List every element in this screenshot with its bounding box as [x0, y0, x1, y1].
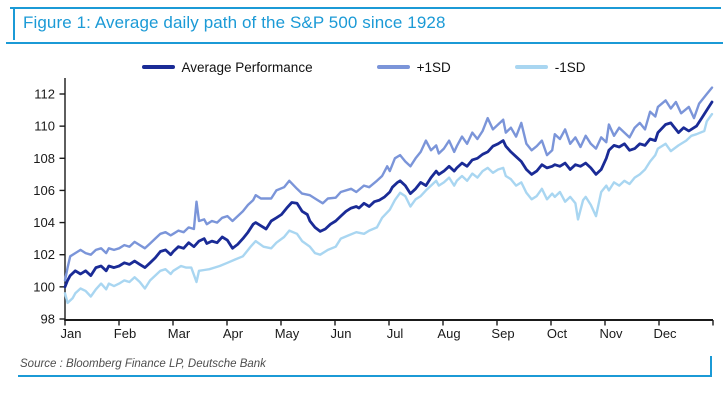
plus1sd-line-swatch [376, 65, 410, 69]
x-tick-label: Oct [547, 326, 568, 341]
series-line-minus1sd [63, 112, 714, 305]
footer-corner-rule [709, 356, 712, 377]
x-tick-label: Jul [387, 326, 404, 341]
x-tick-label: Jan [61, 326, 82, 341]
legend-label-plus1sd: +1SD [416, 59, 451, 75]
figure-title: Figure 1: Average daily path of the S&P … [23, 13, 446, 32]
y-tick-label: 108 [33, 151, 55, 166]
legend-item-average: Average Performance [141, 59, 313, 75]
average-line-swatch [141, 64, 175, 70]
legend-label-minus1sd: -1SD [554, 59, 586, 75]
minus1sd-line-swatch [514, 65, 548, 69]
x-tick-label: Aug [437, 326, 460, 341]
series-line-average [63, 100, 714, 289]
legend-label-average: Average Performance [181, 59, 313, 75]
x-tick-label: May [275, 326, 300, 341]
y-tick-label: 112 [34, 87, 55, 102]
x-tick-label: Nov [599, 326, 623, 341]
x-tick-label: Apr [223, 326, 244, 341]
y-tick-label: 102 [33, 247, 55, 262]
x-tick-label: Sep [491, 326, 514, 341]
y-tick-label: 106 [33, 183, 55, 198]
x-tick-label: Feb [114, 326, 136, 341]
y-tick-label: 100 [33, 279, 55, 294]
title-underline-rule [6, 42, 723, 44]
title-block: Figure 1: Average daily path of the S&P … [13, 9, 446, 40]
source-note: Source : Bloomberg Finance LP, Deutsche … [20, 358, 266, 370]
footer-accent-rule [18, 375, 712, 378]
y-tick-label: 110 [34, 119, 55, 134]
x-tick-label: Mar [168, 326, 191, 341]
y-tick-label: 104 [33, 215, 55, 230]
top-accent-rule [10, 7, 721, 9]
legend-item-minus1sd: -1SD [514, 59, 586, 75]
y-tick-label: 98 [41, 312, 55, 327]
series-line-plus1sd [63, 86, 714, 282]
x-tick-label: Dec [653, 326, 677, 341]
chart-legend: Average Performance +1SD -1SD [0, 58, 727, 76]
legend-item-plus1sd: +1SD [376, 59, 451, 75]
x-tick-label: Jun [331, 326, 352, 341]
